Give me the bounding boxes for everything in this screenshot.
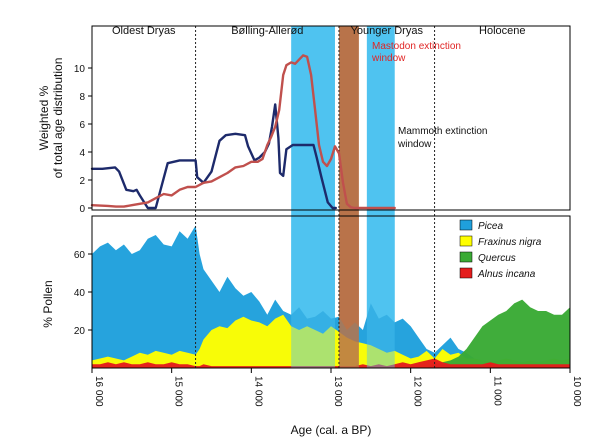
mammoth-age-curve	[90, 103, 337, 210]
period-label-oldest-dryas: Oldest Dryas	[112, 25, 176, 37]
pollen-areas	[92, 216, 570, 368]
x-axis: 16 000 15 000 14 000 13 000 12 000 11 000 10 0…	[91, 368, 582, 407]
area-fraxinus-nigra	[92, 314, 570, 368]
top-y-tick-label: 6	[79, 120, 85, 131]
legend-swatch-alnus-incana	[459, 267, 473, 279]
picea-band-overlay-2	[366, 216, 395, 368]
mastodon-age-curve	[90, 54, 396, 210]
picea-band-overlay-1	[291, 216, 335, 368]
legend-label-quercus: Quercus	[478, 253, 516, 264]
legend-swatch-fraxinus-nigra	[459, 235, 473, 247]
mammoth-annotation-line1: Mammoth extinction	[398, 126, 487, 137]
legend: Picea Fraxinus nigra Quercus Alnus incana	[459, 219, 542, 280]
period-boundaries	[195, 26, 436, 368]
legend-label-picea: Picea	[478, 221, 503, 232]
x-tick-label: 15 000	[173, 376, 184, 407]
top-y-tick-label: 10	[74, 64, 86, 75]
x-tick-label: 14 000	[252, 376, 263, 407]
area-alnus-incana	[92, 358, 570, 368]
bottom-y-tick-label: 60	[74, 250, 86, 261]
bottom-y-tick-label: 40	[74, 288, 86, 299]
top-y-axis-title-line2: of total age distribution	[51, 58, 65, 179]
extinction-window-overlay	[338, 216, 359, 368]
x-tick-label: 13 000	[332, 376, 343, 407]
top-y-axis-title-line1: Weighted %	[37, 85, 51, 150]
bottom-y-tick-label: 20	[74, 326, 86, 337]
mammoth-annotation-line2: window	[397, 139, 432, 150]
x-tick-label: 10 000	[571, 376, 582, 407]
legend-label-alnus-incana: Alnus incana	[477, 269, 536, 280]
top-panel-frame	[91, 25, 571, 211]
period-label-younger-dryas: Younger Dryas	[351, 25, 424, 37]
top-y-tick-label: 2	[79, 176, 85, 187]
age-distribution-curves	[90, 54, 396, 210]
top-y-tick-label: 0	[79, 204, 85, 215]
x-axis-title: Age (cal. a BP)	[291, 423, 372, 437]
bottom-y-axis: 20 40 60	[74, 250, 92, 337]
x-tick-label: 16 000	[93, 376, 104, 407]
top-y-axis: 0 2 4 6 8 10	[74, 64, 92, 215]
x-tick-label: 12 000	[412, 376, 423, 407]
mastodon-annotation-line1: Mastodon extinction	[372, 41, 461, 52]
period-label-b-lling-aller-d: Bølling-Allerød	[231, 25, 303, 37]
legend-swatch-quercus	[459, 251, 473, 263]
area-quercus	[92, 299, 570, 368]
top-y-tick-label: 8	[79, 92, 85, 103]
legend-label-fraxinus-nigra: Fraxinus nigra	[478, 237, 542, 248]
period-label-holocene: Holocene	[479, 25, 525, 37]
bottom-y-axis-title: % Pollen	[41, 280, 55, 327]
x-tick-label: 11 000	[491, 376, 502, 406]
mastodon-annotation-line2: window	[371, 53, 406, 64]
top-y-tick-label: 4	[79, 148, 85, 159]
legend-swatch-picea	[459, 219, 473, 231]
period-labels: Oldest Dryas Bølling-Allerød Younger Dryas…	[112, 25, 526, 37]
